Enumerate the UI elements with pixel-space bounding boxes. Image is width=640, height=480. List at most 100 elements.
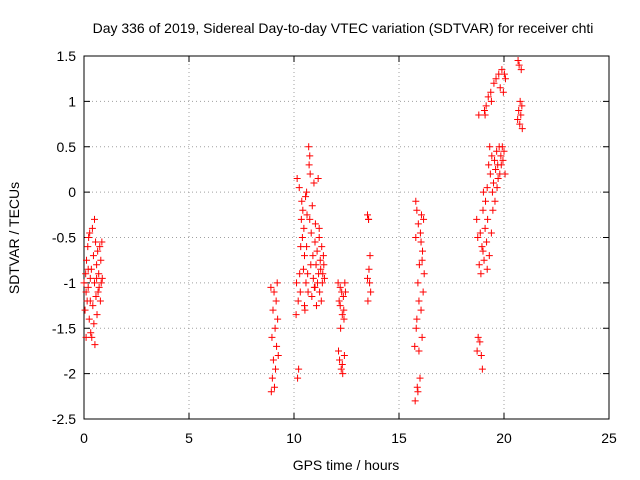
data-point <box>309 252 317 260</box>
data-point <box>320 274 328 282</box>
data-point <box>477 270 485 278</box>
data-point <box>365 215 373 223</box>
data-point <box>473 347 481 355</box>
data-point <box>490 79 498 87</box>
data-point <box>298 234 306 241</box>
data-point <box>488 188 496 196</box>
data-point <box>498 143 506 151</box>
data-point <box>482 197 490 205</box>
data-point <box>86 274 94 282</box>
data-point <box>476 229 484 237</box>
data-point <box>312 261 320 269</box>
data-point <box>414 279 422 287</box>
data-point <box>480 256 488 264</box>
data-point <box>514 116 522 124</box>
data-point <box>319 252 327 260</box>
data-point <box>414 388 422 396</box>
data-point <box>91 215 98 223</box>
data-point <box>339 370 347 378</box>
data-point <box>320 261 328 269</box>
data-point <box>295 365 303 373</box>
data-point <box>418 333 426 341</box>
data-point <box>267 283 275 291</box>
data-point <box>96 297 104 305</box>
x-tick-labels: 0 5 10 15 20 25 <box>80 430 617 446</box>
data-point <box>268 374 276 382</box>
y-tick-label: 1.5 <box>57 48 77 64</box>
x-tick-label: 0 <box>80 430 88 446</box>
data-point <box>514 57 522 65</box>
data-point <box>301 302 308 310</box>
data-point <box>366 279 374 287</box>
data-point <box>270 383 278 391</box>
data-point <box>493 184 501 192</box>
data-point <box>314 175 322 183</box>
data-point <box>477 351 485 359</box>
data-point <box>487 88 495 96</box>
data-point <box>272 297 280 305</box>
data-point <box>335 347 343 355</box>
data-point <box>336 283 344 291</box>
data-point <box>483 184 491 192</box>
data-point <box>97 279 105 287</box>
data-point <box>317 297 325 305</box>
data-point <box>413 383 421 391</box>
x-tick-label: 10 <box>286 430 302 446</box>
data-point <box>334 279 342 287</box>
data-point <box>306 170 314 178</box>
data-point <box>496 84 504 92</box>
data-point <box>335 297 343 305</box>
data-point <box>415 297 423 305</box>
x-tick-label: 20 <box>496 430 512 446</box>
data-point <box>294 297 302 305</box>
data-point <box>315 234 323 241</box>
data-point <box>518 102 526 110</box>
data-point <box>416 374 424 382</box>
data-point <box>336 302 344 310</box>
data-point <box>417 238 425 246</box>
data-point <box>364 297 372 305</box>
data-point <box>499 156 507 164</box>
data-point <box>500 70 508 78</box>
data-point <box>298 197 306 205</box>
data-point <box>82 288 90 296</box>
data-point <box>273 279 281 287</box>
data-point <box>475 261 483 269</box>
data-point <box>81 306 89 314</box>
x-axis-title: GPS time / hours <box>293 457 400 473</box>
y-tick-label: 0.5 <box>57 139 77 155</box>
data-point <box>364 274 371 282</box>
data-point <box>412 324 420 332</box>
data-point <box>293 175 301 183</box>
data-point <box>293 279 301 287</box>
data-point <box>92 292 100 300</box>
data-point <box>497 161 505 169</box>
data-point <box>501 75 509 83</box>
data-point <box>98 238 106 246</box>
data-point <box>488 152 496 160</box>
data-point <box>479 206 487 214</box>
data-point <box>501 170 509 178</box>
data-point <box>269 306 277 314</box>
data-point <box>367 288 375 296</box>
data-point <box>296 288 304 296</box>
y-axis-title: SDTVAR / TECUs <box>6 182 22 294</box>
data-point <box>478 243 486 251</box>
data-point <box>480 106 488 114</box>
data-point <box>93 261 101 269</box>
data-point <box>481 111 489 119</box>
y-tick-label: -1 <box>64 275 77 291</box>
data-point <box>413 206 421 214</box>
data-point <box>419 288 427 296</box>
data-point <box>84 243 92 251</box>
data-point <box>517 66 525 74</box>
data-point <box>416 229 424 237</box>
data-point <box>515 106 523 114</box>
data-point <box>86 297 94 305</box>
data-point <box>485 252 493 260</box>
data-point <box>486 143 494 151</box>
y-tick-labels: -2.5 -2 -1.5 -1 -0.5 0 0.5 1 1.5 <box>52 48 76 427</box>
data-point <box>268 333 276 341</box>
data-point <box>491 197 499 205</box>
data-point <box>303 211 311 219</box>
